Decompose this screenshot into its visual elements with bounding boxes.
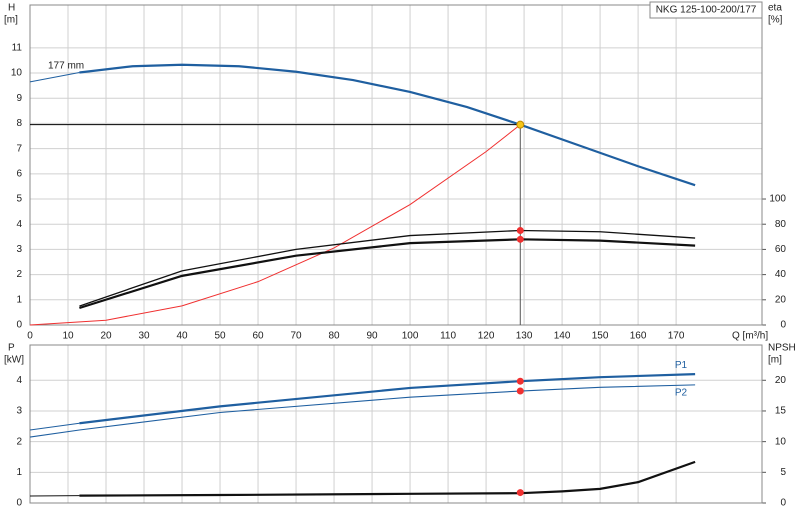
x-tick-label: 110	[440, 331, 456, 342]
point	[517, 121, 524, 128]
y-tick-label: 3	[16, 406, 22, 417]
y2-tick-label: 15	[775, 406, 787, 417]
y-tick-label: 0	[16, 320, 22, 331]
x-tick-label: 30	[138, 331, 150, 342]
y-tick-label: 1	[16, 294, 22, 305]
y2-tick-label: 0	[780, 320, 786, 331]
x-tick-label: 130	[516, 331, 533, 342]
y2-axis-label: NPSH	[768, 343, 796, 354]
y-tick-label: 4	[16, 375, 22, 386]
y-tick-label: 1	[16, 467, 22, 478]
y2-tick-label: 80	[775, 219, 787, 230]
y-axis-unit: [m]	[4, 15, 18, 26]
point	[517, 236, 524, 243]
x-tick-label: 160	[630, 331, 647, 342]
y2-axis-unit: [%]	[768, 15, 783, 26]
y-tick-label: 11	[12, 42, 23, 53]
curve-label: P2	[675, 388, 688, 399]
y-tick-label: 2	[16, 436, 22, 447]
x-tick-label: 40	[176, 331, 188, 342]
y-tick-label: 3	[16, 244, 22, 255]
x-tick-label: 170	[668, 331, 685, 342]
y2-tick-label: 20	[775, 294, 787, 305]
x-tick-label: 20	[100, 331, 112, 342]
x-tick-label: 120	[478, 331, 495, 342]
x-tick-label: 100	[402, 331, 419, 342]
y-axis-unit: [kW]	[4, 355, 24, 366]
point	[517, 378, 524, 385]
y2-tick-label: 60	[775, 244, 787, 255]
x-tick-label: 90	[366, 331, 378, 342]
x-axis-label: Q [m³/h]	[732, 331, 768, 342]
curve-label: P1	[675, 360, 688, 371]
x-tick-label: 50	[214, 331, 226, 342]
x-tick-label: 80	[328, 331, 340, 342]
x-tick-label: 150	[592, 331, 609, 342]
chart-title: NKG 125-100-200/177	[656, 5, 757, 16]
y-tick-label: 10	[11, 68, 23, 79]
y-tick-label: 2	[16, 269, 22, 280]
point	[517, 489, 524, 496]
y-tick-label: 5	[16, 194, 22, 205]
y2-axis-unit: [m]	[768, 355, 782, 366]
y-tick-label: 7	[16, 143, 22, 154]
x-tick-label: 140	[554, 331, 571, 342]
y-axis-label: P	[8, 343, 15, 354]
y2-tick-label: 0	[780, 498, 786, 509]
y2-tick-label: 20	[775, 375, 787, 386]
y2-tick-label: 40	[775, 269, 787, 280]
y2-axis-label: eta	[768, 3, 782, 14]
x-tick-label: 0	[27, 331, 33, 342]
y2-tick-label: 10	[775, 436, 787, 447]
y-tick-label: 8	[16, 118, 22, 129]
y2-tick-label: 5	[780, 467, 786, 478]
x-tick-label: 10	[62, 331, 74, 342]
point	[517, 227, 524, 234]
point	[517, 388, 524, 395]
x-tick-label: 60	[252, 331, 264, 342]
y-tick-label: 0	[16, 498, 22, 509]
y-tick-label: 4	[16, 219, 22, 230]
y-axis-label: H	[8, 3, 15, 14]
y-tick-label: 9	[16, 93, 22, 104]
annotation: 177 mm	[48, 61, 84, 72]
y2-tick-label: 100	[769, 194, 786, 205]
y-tick-label: 6	[16, 168, 22, 179]
x-tick-label: 70	[290, 331, 302, 342]
